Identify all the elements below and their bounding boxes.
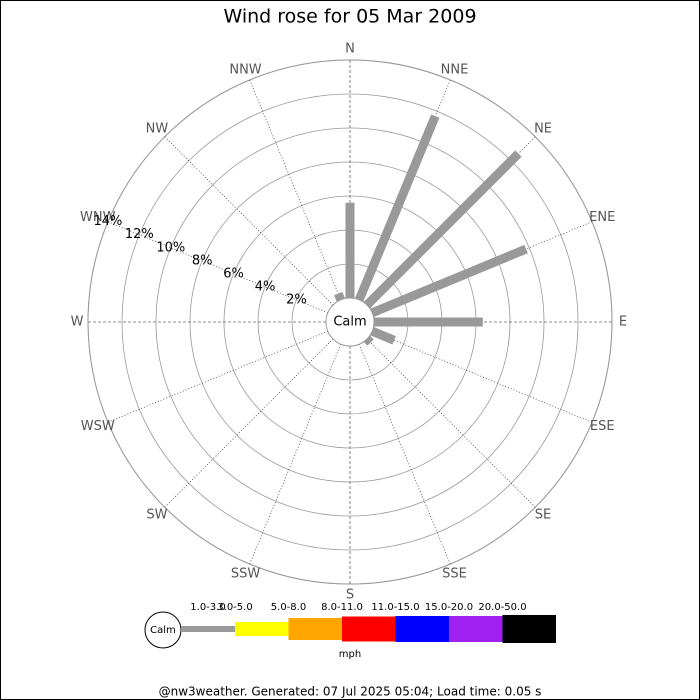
r-tick-label: 4% bbox=[255, 279, 276, 294]
r-tick-label: 10% bbox=[156, 240, 185, 255]
direction-label: W bbox=[71, 315, 84, 330]
direction-label: SSE bbox=[442, 567, 467, 582]
legend-swatch bbox=[181, 626, 235, 632]
legend-label: 8.0-11.0 bbox=[321, 602, 363, 613]
spoke bbox=[372, 330, 593, 423]
direction-label: E bbox=[619, 315, 627, 330]
legend-label: 11.0-15.0 bbox=[371, 602, 419, 613]
direction-label: SE bbox=[535, 508, 551, 523]
spoke bbox=[249, 344, 342, 565]
legend-calm-label: Calm bbox=[150, 625, 176, 636]
bar bbox=[363, 335, 374, 346]
r-tick-label: 2% bbox=[286, 292, 307, 307]
legend-label: 15.0-20.0 bbox=[425, 602, 473, 613]
chart-title: Wind rose for 05 Mar 2009 bbox=[223, 6, 476, 28]
direction-label: WNW bbox=[80, 210, 116, 225]
direction-label: N bbox=[345, 42, 355, 57]
r-tick-label: 8% bbox=[192, 253, 213, 268]
spoke bbox=[107, 221, 328, 314]
legend-swatch bbox=[395, 616, 449, 642]
direction-label: NNW bbox=[229, 62, 261, 77]
direction-label: WSW bbox=[81, 419, 115, 434]
direction-label: ENE bbox=[589, 210, 615, 225]
r-tick-label: 6% bbox=[223, 266, 244, 281]
direction-label: NNE bbox=[441, 62, 469, 77]
legend-swatch bbox=[342, 616, 396, 642]
bar bbox=[334, 291, 345, 302]
legend-label: 1.0-3.0 bbox=[190, 602, 225, 613]
legend-swatch bbox=[449, 616, 503, 642]
spoke bbox=[366, 338, 536, 508]
direction-label: SSW bbox=[231, 567, 261, 582]
legend-label: 5.0-8.0 bbox=[271, 602, 306, 613]
direction-label: ESE bbox=[590, 419, 615, 434]
legend-swatch bbox=[235, 622, 289, 636]
spoke bbox=[358, 344, 451, 565]
legend-unit: mph bbox=[339, 649, 361, 660]
direction-label: NW bbox=[146, 121, 169, 136]
bar bbox=[370, 327, 396, 345]
r-tick-label: 12% bbox=[125, 227, 154, 242]
direction-label: SW bbox=[146, 508, 167, 523]
spoke bbox=[164, 136, 334, 306]
legend-swatch bbox=[502, 615, 556, 643]
legend-label: 20.0-50.0 bbox=[478, 602, 526, 613]
bar bbox=[355, 114, 440, 302]
legend-label: 3.0-5.0 bbox=[217, 602, 252, 613]
direction-label: NE bbox=[534, 121, 552, 136]
footer: @nw3weather. Generated: 07 Jul 2025 05:0… bbox=[159, 685, 542, 699]
r-tick-label: 14% bbox=[93, 214, 122, 229]
direction-label: S bbox=[346, 588, 354, 603]
spoke bbox=[107, 330, 328, 423]
bar bbox=[363, 150, 522, 309]
legend-swatch bbox=[288, 618, 342, 640]
calm-circle bbox=[325, 297, 375, 347]
spoke bbox=[249, 79, 342, 300]
calm-label: Calm bbox=[333, 315, 366, 330]
grid-ring bbox=[121, 93, 579, 551]
spoke bbox=[164, 338, 334, 508]
bar bbox=[370, 244, 528, 317]
